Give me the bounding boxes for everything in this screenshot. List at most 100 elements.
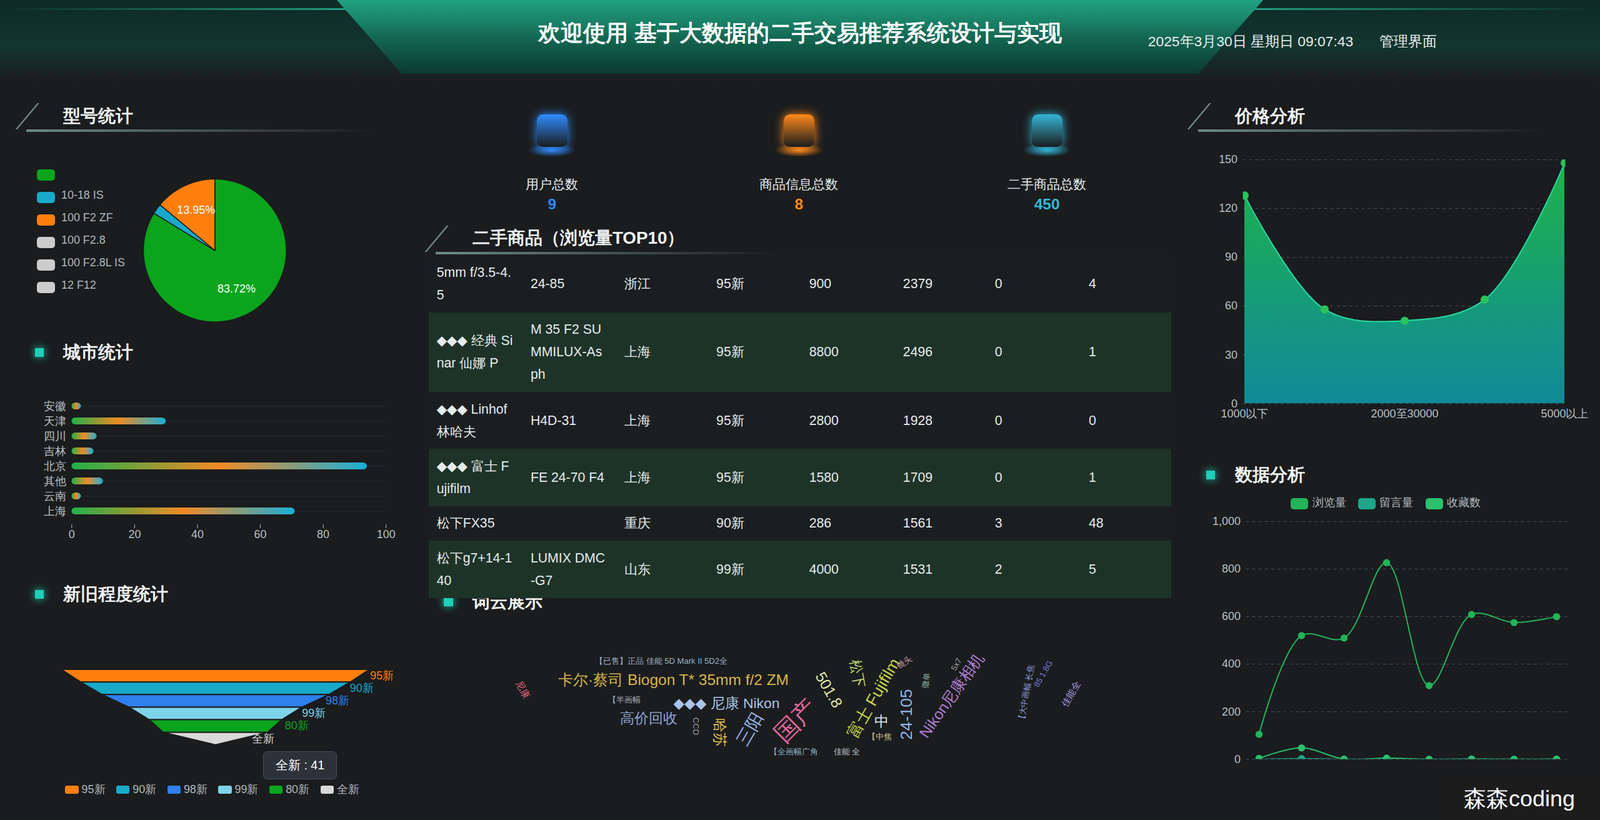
svg-text:全新: 全新 xyxy=(251,732,275,745)
html-text:镜头: 镜头 xyxy=(894,653,914,671)
svg-text:0: 0 xyxy=(1234,753,1241,766)
html-text:8800: 8800 xyxy=(809,344,839,359)
html-text:1928: 1928 xyxy=(903,412,933,428)
html-text:哈苏: 哈苏 xyxy=(711,718,728,747)
svg-text:20: 20 xyxy=(128,528,141,541)
html-text:450: 450 xyxy=(1034,195,1060,213)
svg-text:600: 600 xyxy=(1221,610,1241,624)
svg-text:80新: 80新 xyxy=(285,720,309,733)
html-text:24-85: 24-85 xyxy=(530,276,565,291)
svg-text:安徽: 安徽 xyxy=(43,400,67,413)
html-text:森森coding: 森森coding xyxy=(1463,785,1575,812)
html-text:欢迎使用 基于大数据的二手交易推荐系统设计与实现: 欢迎使用 基于大数据的二手交易推荐系统设计与实现 xyxy=(538,20,1062,46)
html-text:4000: 4000 xyxy=(809,561,839,577)
html-text:上海: 上海 xyxy=(624,344,651,359)
svg-text:北京: 北京 xyxy=(43,460,67,473)
svg-text:98新: 98新 xyxy=(325,695,350,708)
svg-text:四川: 四川 xyxy=(43,430,67,443)
html-text:浙江: 浙江 xyxy=(624,276,651,291)
svg-text:99新: 99新 xyxy=(302,707,327,720)
html-text:二手商品（浏览量TOP10）: 二手商品（浏览量TOP10） xyxy=(472,228,685,248)
html-text:价格分析: 价格分析 xyxy=(1234,105,1305,126)
html-text:95新: 95新 xyxy=(716,344,745,359)
html-text:90新: 90新 xyxy=(716,515,745,531)
html-text:国产: 国产 xyxy=(768,693,823,747)
svg-text:83.72%: 83.72% xyxy=(217,282,256,295)
html-text:山东: 山东 xyxy=(624,561,651,577)
html-text:2025年3月30日 星期日 09:07:43: 2025年3月30日 星期日 09:07:43 xyxy=(1147,32,1354,50)
html-text:95新: 95新 xyxy=(716,276,745,291)
html-text:501.8: 501.8 xyxy=(811,668,846,711)
html-text:2800: 2800 xyxy=(809,412,839,428)
svg-text:上海: 上海 xyxy=(43,505,67,518)
html-text:H4D-31: H4D-31 xyxy=(530,412,577,428)
html-text:1531: 1531 xyxy=(903,561,933,577)
html-text:佳能全: 佳能全 xyxy=(1059,679,1083,709)
html-text:尼康: 尼康 xyxy=(513,679,532,701)
html-text:5x7: 5x7 xyxy=(948,656,964,673)
html-text:99新: 99新 xyxy=(716,561,745,577)
svg-text:800: 800 xyxy=(1221,563,1241,576)
html-text:城市统计: 城市统计 xyxy=(63,342,134,363)
html-text:【大中画幅 长焦: 【大中画幅 长焦 xyxy=(1016,663,1036,724)
html-text:松下FX35: 松下FX35 xyxy=(436,515,495,531)
html-text:富士 Fujifilm: 富士 Fujifilm xyxy=(842,654,904,741)
svg-text:2000至30000: 2000至30000 xyxy=(1371,406,1439,420)
html-text:◆◆◆ 尼康 Nikon: ◆◆◆ 尼康 Nikon xyxy=(673,694,780,711)
html-text:286: 286 xyxy=(809,515,832,531)
svg-text:其他: 其他 xyxy=(43,475,67,488)
html-text:Nikon尼康相机: Nikon尼康相机 xyxy=(915,650,987,742)
html-text:高价回收: 高价回收 xyxy=(620,709,678,727)
html-text:48: 48 xyxy=(1088,515,1104,531)
svg-text:天津: 天津 xyxy=(43,415,67,428)
html-text:松下g7+14-140: 松下g7+14-140 xyxy=(436,550,512,588)
html-text:◆◆◆ Linhof 林哈夫: ◆◆◆ Linhof 林哈夫 xyxy=(436,401,508,439)
html-text:全新 : 41: 全新 : 41 xyxy=(275,757,325,772)
html-text:2496: 2496 xyxy=(903,344,933,359)
html-text:型号统计: 型号统计 xyxy=(63,105,134,126)
svg-text:100: 100 xyxy=(376,528,396,541)
svg-text:0: 0 xyxy=(68,528,75,541)
svg-text:150: 150 xyxy=(1218,153,1238,166)
svg-text:60: 60 xyxy=(1225,299,1238,312)
html-text:卡尔·蔡司 Biogon T* 35mm f/2 ZM: 卡尔·蔡司 Biogon T* 35mm f/2 ZM xyxy=(558,671,789,688)
html-text:三阳: 三阳 xyxy=(732,708,768,749)
html-text:重庆: 重庆 xyxy=(624,515,651,531)
html-text:上海: 上海 xyxy=(624,412,651,428)
html-text:1561: 1561 xyxy=(903,515,933,531)
html-text:新旧程度统计: 新旧程度统计 xyxy=(63,584,169,604)
html-text:松下: 松下 xyxy=(846,657,868,689)
html-text:5mm f/3.5-4.5: 5mm f/3.5-4.5 xyxy=(436,264,512,302)
svg-text:60: 60 xyxy=(254,528,267,541)
svg-text:13.95%: 13.95% xyxy=(176,203,215,217)
html-text:管理界面: 管理界面 xyxy=(1379,32,1438,50)
svg-text:200: 200 xyxy=(1221,705,1241,719)
html-text:◆◆◆ 经典 Sinar 仙娜 P: ◆◆◆ 经典 Sinar 仙娜 P xyxy=(436,333,513,371)
html-text:24-105: 24-105 xyxy=(896,688,916,740)
html-text:商品信息总数: 商品信息总数 xyxy=(759,176,839,192)
html-text:LUMIX DMC-G7: LUMIX DMC-G7 xyxy=(530,550,605,588)
svg-text:吉林: 吉林 xyxy=(43,445,67,458)
html-text:2379: 2379 xyxy=(903,276,933,291)
svg-text:120: 120 xyxy=(1218,201,1238,215)
svg-text:30: 30 xyxy=(1225,348,1238,361)
svg-text:1,000: 1,000 xyxy=(1212,515,1241,529)
html-text:数据分析: 数据分析 xyxy=(1234,465,1305,485)
svg-text:云南: 云南 xyxy=(43,490,67,503)
html-text:900: 900 xyxy=(809,276,832,291)
html-text:◆◆◆ 富士 Fujifilm: ◆◆◆ 富士 Fujifilm xyxy=(436,458,510,496)
html-text:用户总数: 用户总数 xyxy=(525,176,579,192)
svg-text:90新: 90新 xyxy=(350,681,374,695)
html-text:95新: 95新 xyxy=(716,412,745,428)
svg-text:5000以上: 5000以上 xyxy=(1541,406,1589,420)
html-text:M 35 F2 SUMMILUX-Asph: M 35 F2 SUMMILUX-Asph xyxy=(530,322,603,382)
html-text:词云展示: 词云展示 xyxy=(472,591,543,612)
html-text:二手商品总数: 二手商品总数 xyxy=(1007,176,1087,192)
svg-text:400: 400 xyxy=(1221,658,1241,671)
svg-text:95新: 95新 xyxy=(370,669,395,682)
svg-text:80: 80 xyxy=(316,528,330,541)
svg-text:90: 90 xyxy=(1225,250,1238,264)
svg-text:1000以下: 1000以下 xyxy=(1221,406,1269,420)
html-text:85 1.8G: 85 1.8G xyxy=(1031,658,1055,689)
svg-text:40: 40 xyxy=(191,528,204,541)
